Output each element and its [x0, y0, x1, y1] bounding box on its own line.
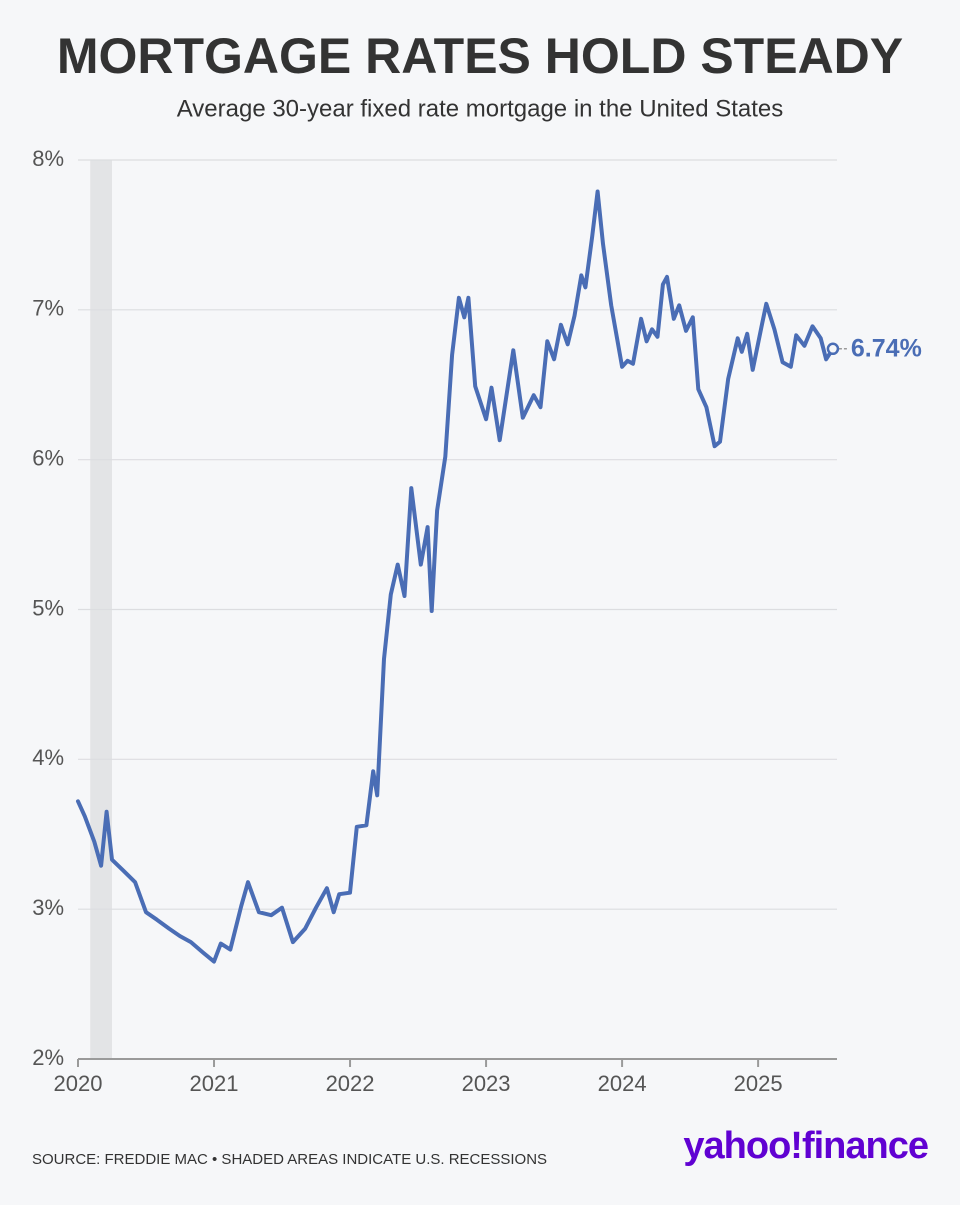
x-tick-label: 2025: [734, 1071, 783, 1096]
x-tick-label: 2024: [598, 1071, 647, 1096]
chart-subtitle: Average 30-year fixed rate mortgage in t…: [177, 95, 784, 122]
logo: yahoo!finance: [683, 1125, 928, 1167]
line-series: [76, 189, 835, 964]
x-tick-label: 2023: [462, 1071, 511, 1096]
y-tick-label: 2%: [32, 1045, 64, 1070]
x-tick-label: 2020: [54, 1071, 103, 1096]
end-point: [826, 342, 840, 356]
value-label: 6.74%: [851, 334, 922, 362]
y-tick-label: 6%: [32, 445, 64, 470]
y-tick-label: 4%: [32, 745, 64, 770]
chart-title: MORTGAGE RATES HOLD STEADY: [57, 28, 903, 84]
source-note: SOURCE: FREDDIE MAC • SHADED AREAS INDIC…: [32, 1151, 547, 1168]
y-tick-label: 5%: [32, 595, 64, 620]
y-tick-label: 8%: [32, 146, 64, 171]
x-tick-label: 2021: [190, 1071, 239, 1096]
y-tick-label: 7%: [32, 296, 64, 321]
x-tick-label: 2022: [326, 1071, 375, 1096]
y-tick-label: 3%: [32, 895, 64, 920]
